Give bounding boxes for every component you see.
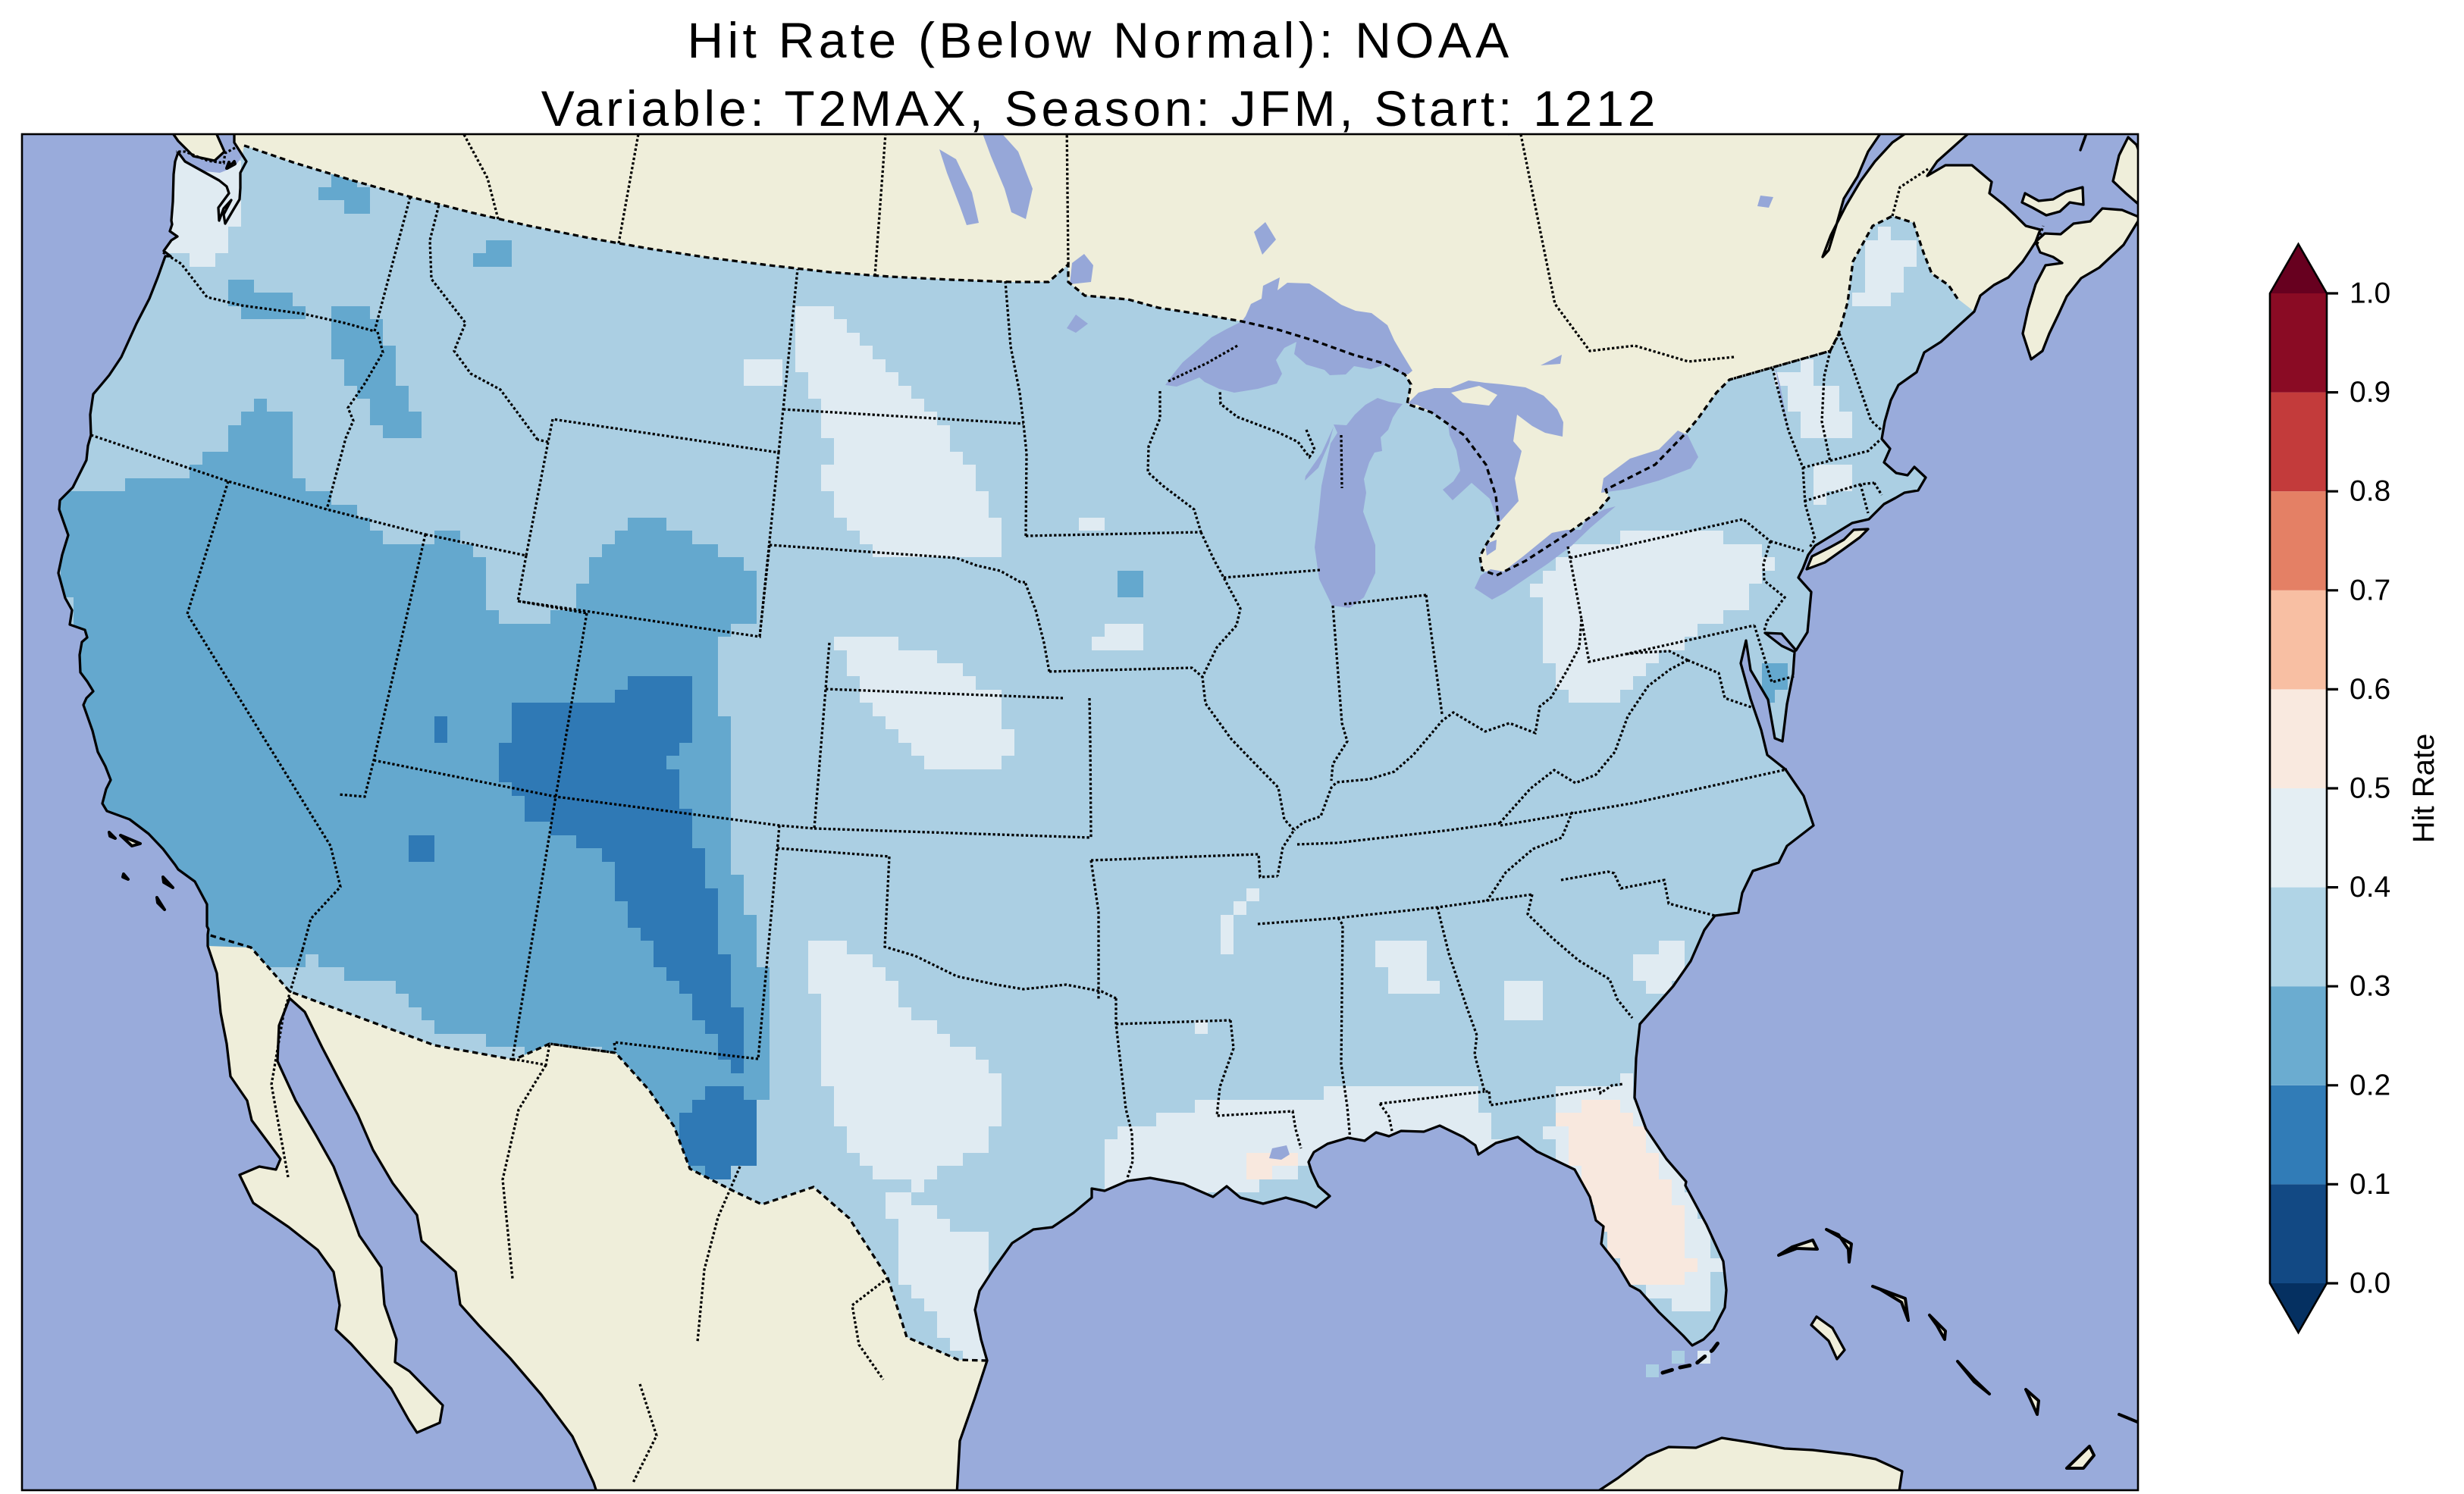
svg-text:0.3: 0.3 (2350, 970, 2390, 1003)
svg-text:0.7: 0.7 (2350, 574, 2390, 606)
svg-text:0.2: 0.2 (2350, 1069, 2390, 1101)
svg-text:Hit Rate: Hit Rate (2407, 734, 2440, 844)
svg-text:0.9: 0.9 (2350, 376, 2390, 409)
svg-text:0.4: 0.4 (2350, 871, 2390, 904)
svg-text:0.5: 0.5 (2350, 772, 2390, 805)
svg-text:0.0: 0.0 (2350, 1267, 2390, 1300)
svg-text:0.8: 0.8 (2350, 475, 2390, 508)
svg-text:0.1: 0.1 (2350, 1168, 2390, 1201)
svg-text:1.0: 1.0 (2350, 277, 2390, 310)
svg-text:0.6: 0.6 (2350, 673, 2390, 706)
